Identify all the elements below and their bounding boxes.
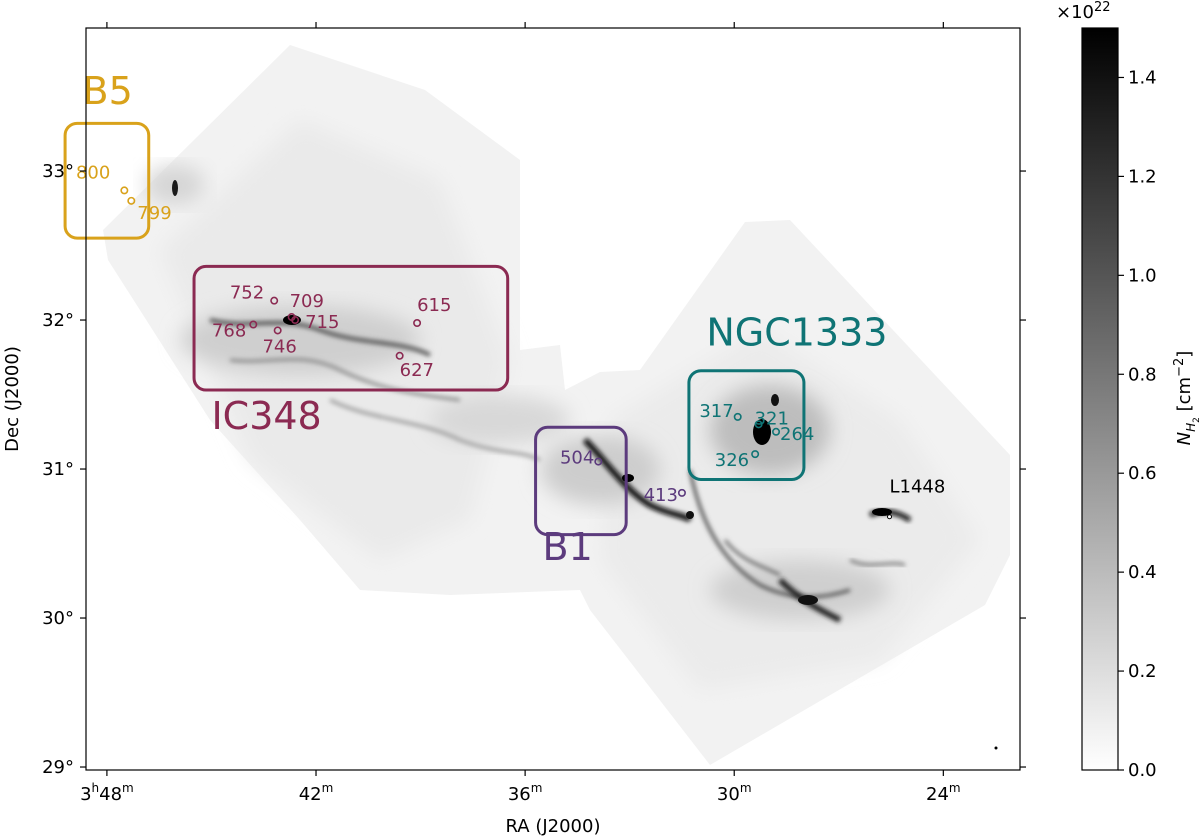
x-tick-label: 36m [508, 781, 543, 805]
source-marker-615 [413, 319, 422, 328]
map-annotations: L1448 [887, 477, 946, 520]
point-source [994, 746, 998, 750]
colorbar-tick-label: 0.2 [1128, 661, 1157, 682]
dense-cores [172, 180, 998, 750]
bridge-filament [329, 398, 541, 462]
colorbar: 0.0 0.2 0.4 0.6 0.8 1.0 1.2 1.4 ×1022 NH2 [cm−2… [1056, 0, 1200, 781]
source-label-264: 264 [780, 424, 814, 445]
source-label-800: 800 [76, 162, 110, 183]
y-tick-label: 30° [42, 608, 74, 629]
x-axis-label: RA (J2000) [506, 816, 601, 837]
colorbar-tick-label: 0.6 [1128, 463, 1157, 484]
source-label-715: 715 [305, 312, 339, 333]
source-label-752: 752 [230, 283, 264, 304]
region-label-b1: B1 [543, 525, 593, 569]
colorbar-tick-label: 1.4 [1128, 67, 1157, 88]
south-core [798, 595, 818, 605]
x-tick-label: 3h48m [80, 781, 134, 805]
b1-core-2 [686, 511, 694, 519]
annotation-label: L1448 [890, 477, 946, 498]
source-marker-752 [270, 296, 279, 305]
b1-core [622, 474, 634, 482]
colorbar-tick-label: 0.8 [1128, 364, 1157, 385]
y-axis-label: Dec (J2000) [2, 346, 23, 452]
annotation-marker [887, 514, 893, 520]
source-label-768: 768 [212, 321, 246, 342]
colorbar-tick-label: 1.2 [1128, 166, 1157, 187]
source-marker-799 [127, 196, 136, 205]
source-marker-326 [751, 450, 760, 459]
survey-footprint-inner-2 [600, 330, 980, 690]
x-tick-label: 24m [926, 781, 961, 805]
b1-filament [582, 437, 693, 523]
source-label-709: 709 [290, 291, 324, 312]
colorbar-ticks: 0.0 0.2 0.4 0.6 0.8 1.0 1.2 1.4 [1118, 67, 1157, 781]
source-marker-321 [754, 420, 763, 429]
x-tick-label: 42m [299, 781, 334, 805]
source-label-627: 627 [400, 360, 434, 381]
y-tick-label: 29° [42, 757, 74, 778]
source-label-317: 317 [699, 401, 733, 422]
source-marker-768 [249, 320, 258, 329]
source-label-321: 321 [755, 408, 789, 429]
region-box-ngc1333 [687, 369, 806, 481]
colorbar-gradient [1082, 28, 1118, 770]
y-tick-label: 33° [42, 161, 74, 182]
plot-frame [85, 27, 1021, 771]
source-marker-746 [273, 326, 282, 335]
source-marker-800 [120, 186, 129, 195]
filament-4 [849, 558, 906, 567]
colorbar-tick-label: 1.0 [1128, 265, 1157, 286]
south-diffuse [710, 560, 890, 620]
source-label-413: 413 [644, 485, 678, 506]
region-label-ngc1333: NGC1333 [706, 310, 887, 354]
y-tick-label: 31° [42, 459, 74, 480]
region-label-ic348: IC348 [211, 394, 321, 438]
source-label-326: 326 [715, 450, 749, 471]
south-filament [688, 469, 851, 599]
region-box-b5 [63, 121, 151, 240]
colorbar-tick-label: 0.4 [1128, 562, 1157, 583]
x-axis-ticks: 3h48m 42m 36m 30m 24m [80, 22, 961, 805]
source-marker-627 [395, 351, 404, 360]
ic348-filament-2 [229, 357, 461, 402]
source-label-799: 799 [137, 203, 171, 224]
colorbar-tick-label: 0.0 [1128, 760, 1157, 781]
source-marker-317 [733, 412, 742, 421]
l1448-core [872, 508, 892, 516]
x-tick-label: 30m [717, 781, 752, 805]
region-box-b1 [534, 425, 628, 537]
region-label-b5: B5 [83, 69, 133, 113]
y-tick-label: 32° [42, 310, 74, 331]
source-label-504: 504 [560, 448, 594, 469]
colorbar-frame [1081, 27, 1119, 771]
source-label-615: 615 [417, 295, 451, 316]
source-marker-264 [772, 427, 781, 436]
source-marker-504 [594, 457, 603, 466]
colorbar-label: NH2 [cm−2] [1172, 351, 1200, 446]
ngc1333-core [753, 419, 771, 445]
source-marker-715 [291, 316, 300, 325]
source-label-746: 746 [262, 336, 296, 357]
filament-3 [724, 539, 781, 577]
colorbar-multiplier: ×1022 [1056, 0, 1111, 23]
source-marker-413 [677, 488, 686, 497]
b5-core [172, 180, 178, 196]
region-box-ic348 [192, 264, 510, 392]
bridge-diffuse [430, 395, 570, 445]
y-axis-ticks: 33° 32° 31° 30° 29° [42, 161, 1026, 778]
b1-diffuse [540, 435, 660, 505]
ngc1333-core-2 [771, 394, 779, 406]
map-image [103, 45, 1010, 765]
ic348-filament [209, 318, 431, 357]
